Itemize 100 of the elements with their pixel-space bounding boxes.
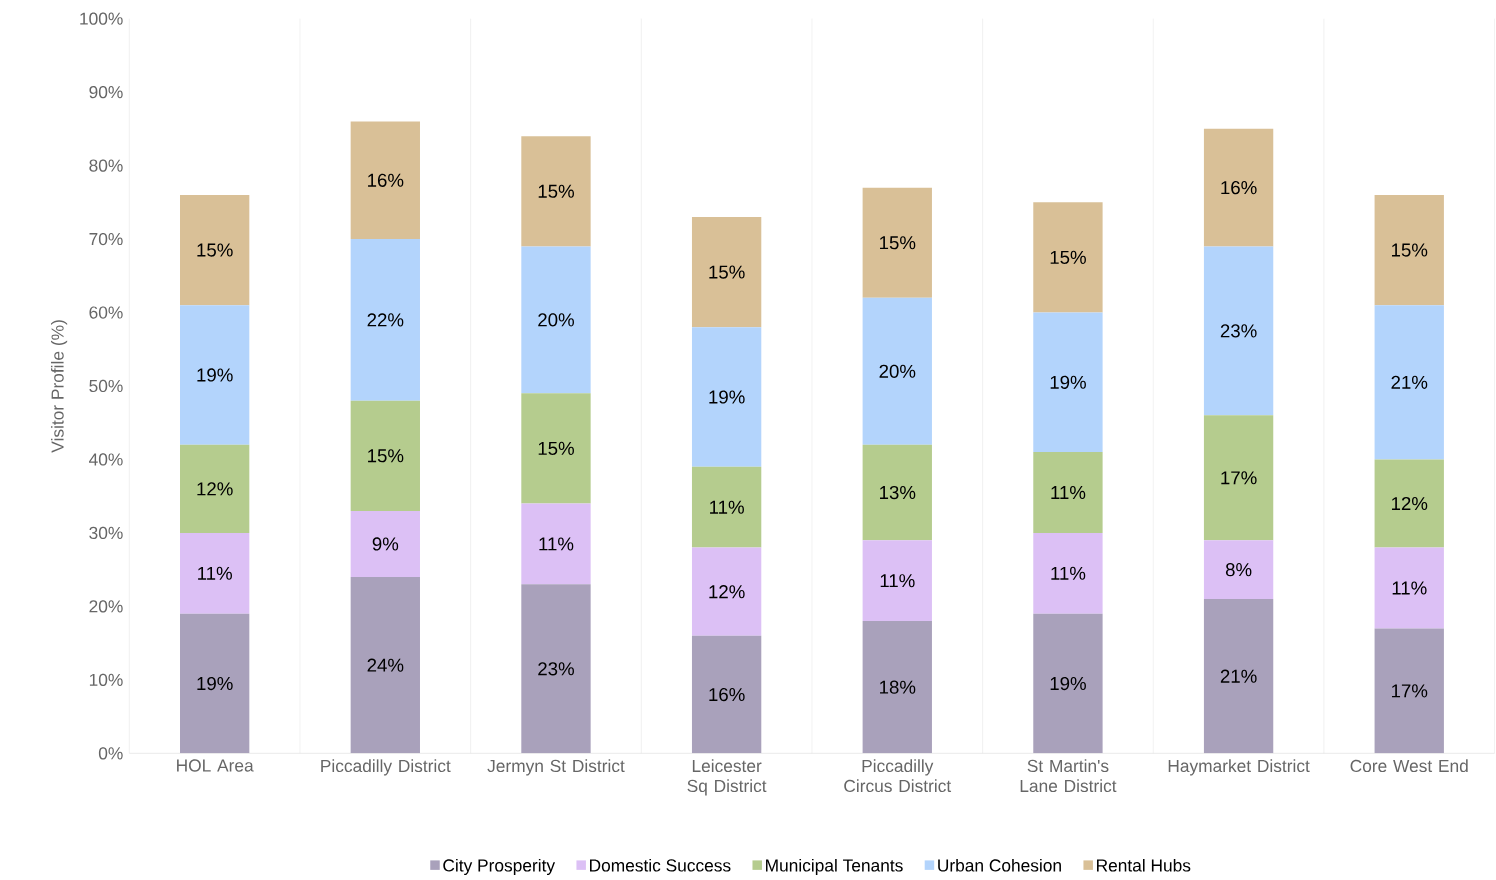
x-tick-label: Piccadilly Circus District (844, 759, 952, 793)
data-label: 11% (710, 500, 744, 514)
data-label: 13% (880, 485, 916, 500)
data-label: 21% (1220, 669, 1257, 683)
x-tick-label: Leicester Sq District (687, 759, 767, 796)
data-label: 19% (1050, 375, 1086, 389)
bar (180, 532, 250, 614)
y-tick-label: 40% (89, 453, 123, 466)
bar (180, 305, 250, 445)
bar (521, 246, 591, 394)
data-label: 11% (198, 566, 232, 580)
bar (691, 547, 762, 636)
bar (1374, 628, 1444, 754)
legend-label: Urban Cohesion (938, 858, 1061, 872)
data-label: 15% (538, 184, 574, 198)
data-label: 15% (197, 243, 233, 257)
data-label: 12% (1391, 496, 1428, 511)
legend-label: Municipal Tenants (766, 858, 903, 876)
bar (862, 297, 932, 445)
data-label: 11% (880, 574, 915, 588)
data-label: 24% (367, 658, 404, 672)
data-label: 9% (372, 537, 399, 551)
data-label: 11% (1392, 581, 1427, 595)
bar (521, 503, 591, 585)
bar (521, 393, 591, 504)
bar (691, 466, 762, 548)
data-label: 15% (1050, 250, 1086, 264)
data-label: 11% (539, 537, 574, 551)
y-tick-label: 50% (89, 379, 123, 393)
bar (521, 584, 591, 754)
data-label: 19% (709, 390, 745, 404)
data-label: 15% (1391, 243, 1428, 257)
x-tick-label: St Martin's Lane District (1020, 759, 1117, 793)
data-label: 20% (538, 313, 574, 327)
y-tick-label: 10% (89, 673, 123, 686)
data-label: 15% (538, 441, 574, 455)
bar (1374, 459, 1444, 548)
bar (1033, 532, 1103, 614)
bar (691, 217, 762, 328)
y-tick-label: 20% (89, 600, 123, 613)
data-label: 19% (197, 368, 233, 382)
y-tick-label: 30% (89, 526, 123, 540)
bar (1203, 540, 1274, 600)
bar (862, 540, 932, 622)
data-label: 21% (1391, 375, 1428, 389)
bar (691, 635, 762, 754)
bar (1203, 128, 1274, 247)
legend-label: City Prosperity (443, 858, 556, 876)
data-label: 8% (1225, 563, 1252, 577)
data-label: 19% (197, 676, 233, 691)
bar (350, 400, 420, 511)
bar (1374, 305, 1444, 460)
x-tick-label: Piccadilly District (321, 759, 451, 776)
y-tick-label: 70% (89, 232, 123, 246)
legend-label: Rental Hubs (1097, 858, 1191, 872)
data-label: 11% (1051, 566, 1086, 580)
data-label: 18% (880, 680, 916, 694)
bar (180, 613, 250, 754)
bar (350, 577, 420, 754)
bar (1374, 194, 1444, 306)
x-tick-label: Jermyn St District (487, 759, 625, 776)
data-label: 12% (709, 585, 745, 599)
y-tick-label: 90% (89, 85, 123, 99)
bar (862, 444, 932, 541)
bar (180, 194, 250, 306)
bar (1203, 246, 1274, 416)
data-label: 16% (1221, 181, 1257, 195)
data-label: 23% (538, 662, 574, 676)
bar (1203, 415, 1274, 541)
x-tick-label: HOL Area (177, 759, 254, 772)
data-label: 20% (879, 364, 916, 378)
data-label: 15% (709, 265, 745, 279)
data-label: 22% (367, 313, 404, 327)
data-label: 11% (1051, 485, 1086, 500)
bar (180, 444, 250, 533)
bar (350, 510, 420, 577)
bar (521, 136, 591, 247)
legend-label: Domestic Success (590, 858, 731, 872)
y-tick-label: 80% (89, 159, 123, 172)
bar (1203, 599, 1274, 754)
bar (350, 121, 420, 240)
data-label: 19% (1050, 676, 1086, 691)
data-label: 23% (1220, 324, 1257, 338)
y-tick-label: 0% (98, 747, 123, 760)
data-label: 16% (368, 173, 404, 187)
data-label: 16% (709, 687, 745, 702)
bar (350, 239, 420, 401)
y-tick-label: 60% (89, 306, 123, 319)
bar (862, 621, 932, 754)
bar (1033, 312, 1103, 453)
data-label: 12% (197, 482, 233, 496)
bar (1033, 613, 1103, 754)
y-tick-label: 100% (80, 12, 123, 25)
bar (862, 187, 932, 298)
x-tick-label: Core West End (1350, 759, 1468, 773)
data-label: 15% (880, 236, 916, 250)
x-tick-label: Haymarket District (1168, 759, 1310, 776)
y-axis-title: Visitor Profile (%) (50, 320, 68, 453)
bar (691, 327, 762, 467)
data-label: 15% (368, 449, 404, 463)
